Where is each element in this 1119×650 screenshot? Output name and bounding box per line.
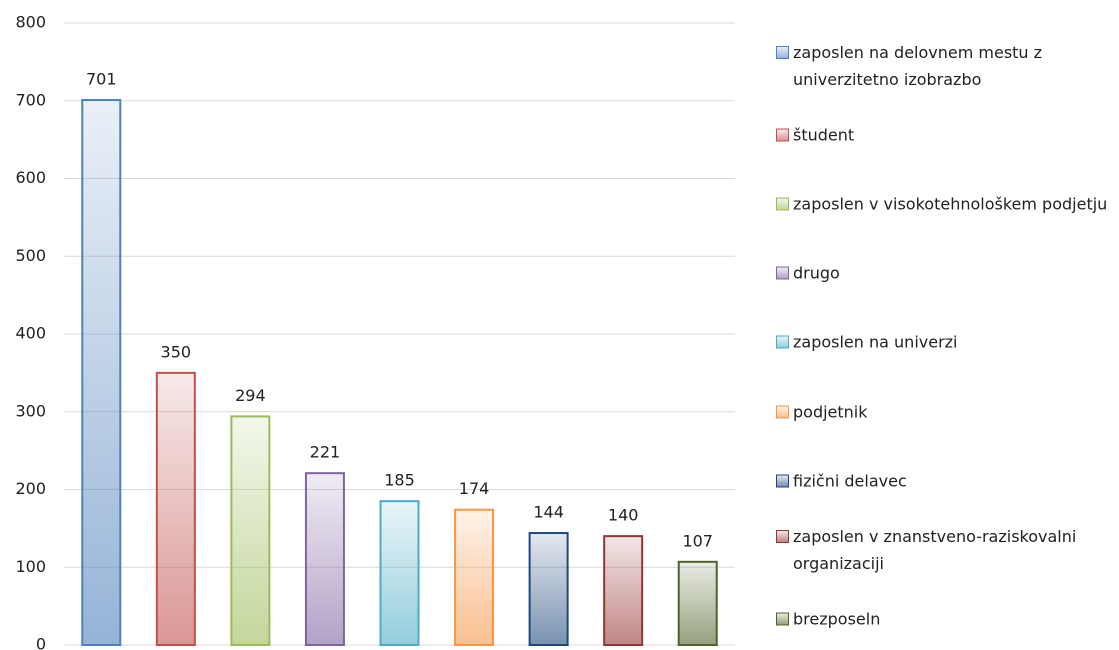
legend-item: zaposlen na univerzi <box>776 329 1116 356</box>
bar <box>304 472 345 646</box>
bar <box>155 371 196 646</box>
legend-swatch <box>776 46 789 59</box>
data-label: 144 <box>533 503 564 522</box>
y-tick-label: 200 <box>15 479 46 498</box>
y-tick-label: 0 <box>36 635 46 650</box>
y-tick-label: 800 <box>15 13 46 32</box>
data-label: 174 <box>459 479 490 498</box>
bar <box>677 560 718 646</box>
legend-label: študent <box>793 125 855 145</box>
data-label: 294 <box>235 386 266 405</box>
y-tick-label: 700 <box>15 90 46 109</box>
legend-label: fizični delavec <box>793 471 907 491</box>
legend-item: zaposlen v visokotehnološkem podjetju <box>776 191 1116 218</box>
legend-label: zaposlen v visokotehnološkem podjetju <box>793 194 1108 214</box>
y-tick-label: 100 <box>15 557 46 576</box>
legend-label: podjetnik <box>793 402 868 421</box>
bar <box>454 508 495 646</box>
legend-label: zaposlen na delovnem mestu z univerzitet… <box>793 43 1043 89</box>
data-label: 107 <box>682 531 713 550</box>
legend-swatch <box>776 197 789 211</box>
legend-item: zaposlen na delovnem mestu z univerzitet… <box>776 39 1116 93</box>
legend-label: brezposeln <box>793 609 881 629</box>
legend-swatch <box>776 266 789 280</box>
legend-item: drugo <box>776 260 1116 287</box>
legend-swatch <box>776 335 789 349</box>
data-label: 701 <box>86 69 117 88</box>
data-label: 221 <box>310 443 341 462</box>
bar <box>528 532 569 646</box>
bar <box>230 415 271 647</box>
legend-swatch <box>776 405 789 418</box>
y-tick-label: 400 <box>15 324 46 343</box>
data-label: 350 <box>161 342 192 361</box>
legend-swatch <box>776 474 789 488</box>
legend-item: brezposeln <box>776 605 1116 632</box>
legend-swatch <box>776 612 789 626</box>
y-tick-label: 500 <box>15 246 46 265</box>
legend-label: zaposlen v znanstveno-raziskovalni organ… <box>793 526 1077 573</box>
y-tick-label: 600 <box>15 168 46 187</box>
data-label: 185 <box>384 471 415 490</box>
legend-item: študent <box>776 122 1116 149</box>
y-tick-label: 300 <box>15 401 46 420</box>
legend-item: podjetnik <box>776 398 1116 425</box>
legend-label: zaposlen na univerzi <box>793 332 958 352</box>
legend-item: zaposlen v znanstveno-raziskovalni organ… <box>776 523 1116 577</box>
legend-item: fizični delavec <box>776 467 1116 494</box>
bar <box>379 500 420 646</box>
data-label: 140 <box>608 506 639 525</box>
legend-label: drugo <box>793 263 840 283</box>
bar <box>603 535 644 647</box>
legend-swatch <box>776 529 789 543</box>
bar <box>81 98 122 647</box>
legend-swatch <box>776 128 789 142</box>
